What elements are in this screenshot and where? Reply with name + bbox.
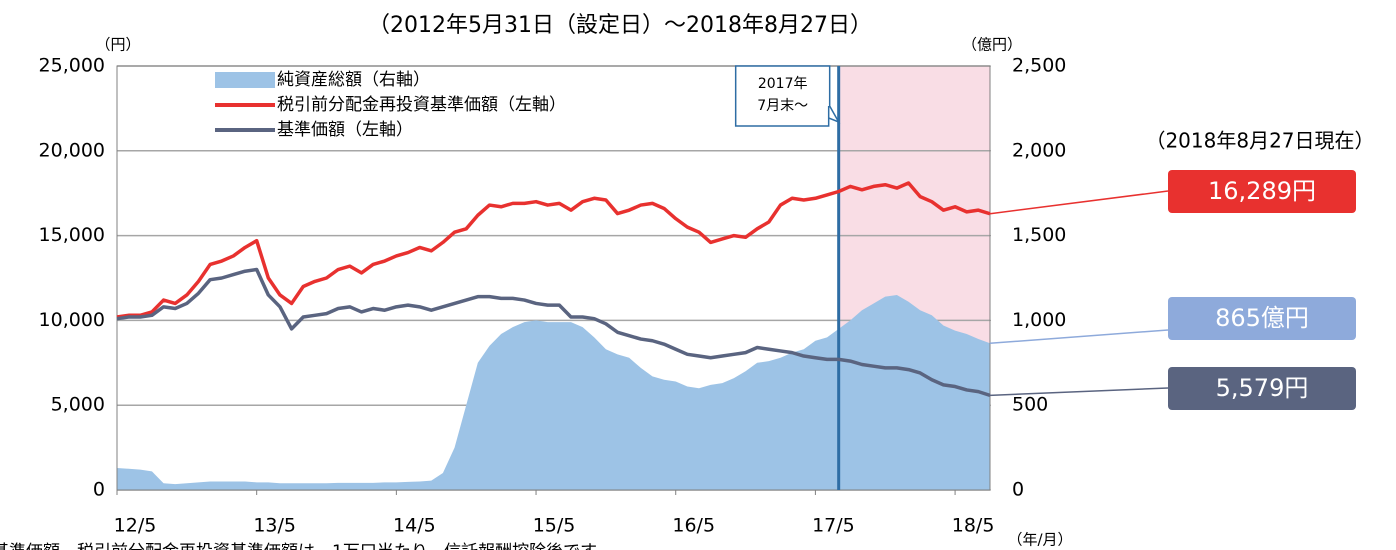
- callout-label: 16,289円: [1208, 177, 1316, 205]
- callout-connector: [989, 329, 1169, 345]
- y-unit: （円）: [95, 36, 140, 54]
- x-tick-label: 13/5: [253, 515, 296, 537]
- line: [116, 181, 991, 319]
- legend-label: 純資産総額（右軸）: [277, 70, 430, 90]
- callout-connector: [989, 387, 1169, 397]
- annotation-text: 2017年: [758, 76, 808, 92]
- as-of-label: （2018年8月27日現在）: [1145, 129, 1374, 153]
- y-tick-label: 25,000: [39, 55, 105, 77]
- legend-label: 基準価額（左軸）: [277, 120, 413, 140]
- callout-box: [1168, 170, 1356, 213]
- y-tick-label: 15,000: [39, 224, 105, 246]
- annotation-box: [734, 65, 841, 127]
- x-unit: （年/月）: [1007, 531, 1072, 549]
- y2-tick-label: 1,500: [1012, 224, 1066, 246]
- callout-connector: [989, 190, 1169, 215]
- legend-label: 税引前分配金再投資基準価額（左軸）: [277, 95, 566, 115]
- plot-frame: [116, 65, 991, 491]
- footnote: 基準価額、税引前分配金再投資基準価額は、1万口当たり、信託報酬控除後です。: [0, 542, 612, 550]
- y-tick-label: 5,000: [51, 394, 105, 416]
- legend-swatch: [215, 72, 275, 88]
- y2-tick-label: 2,500: [1012, 55, 1066, 77]
- x-tick-label: 14/5: [393, 515, 436, 537]
- y2-tick-label: 0: [1012, 479, 1024, 501]
- chart-title: （2012年5月31日（設定日）～2018年8月27日）: [368, 13, 872, 38]
- line: [116, 267, 991, 398]
- x-tick-label: 18/5: [952, 515, 995, 537]
- callout-label: 5,579円: [1216, 374, 1309, 402]
- y2-tick-label: 2,000: [1012, 139, 1066, 161]
- y2-tick-label: 1,000: [1012, 309, 1066, 331]
- y-tick-label: 20,000: [39, 139, 105, 161]
- callout-label: 865億円: [1215, 304, 1309, 332]
- y2-unit: （億円）: [962, 36, 1022, 54]
- x-tick-label: 15/5: [533, 515, 576, 537]
- x-tick-label: 16/5: [672, 515, 715, 537]
- area: [117, 294, 990, 490]
- x-tick-label: 17/5: [812, 515, 855, 537]
- y-tick-label: 10,000: [39, 309, 105, 331]
- callout-box: [1168, 367, 1356, 410]
- callout-box: [1168, 297, 1356, 340]
- y2-tick-label: 500: [1012, 394, 1048, 416]
- x-tick-label: 12/5: [114, 515, 157, 537]
- y-tick-label: 0: [93, 479, 105, 501]
- annotation-text: 7月末～: [757, 98, 808, 114]
